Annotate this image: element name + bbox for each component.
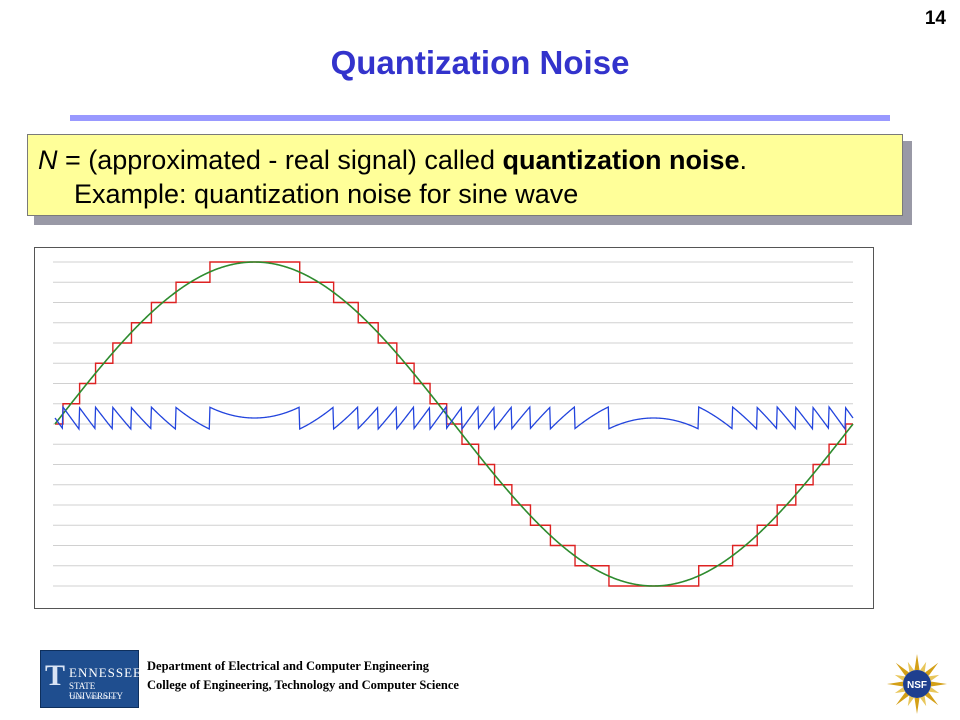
nsf-ray xyxy=(907,661,915,673)
nsf-ray xyxy=(887,681,904,687)
tsu-logo-letter: T xyxy=(45,659,66,692)
slide-title: Quantization Noise xyxy=(330,44,630,81)
plot-canvas xyxy=(53,261,854,587)
noise-signal-line xyxy=(54,405,854,431)
slide-number: 14 xyxy=(924,8,946,29)
nsf-logo-globe xyxy=(903,670,931,698)
sine-signal-line xyxy=(54,261,854,587)
callout-term: quantization noise xyxy=(502,145,740,175)
tsu-logo: T ENNESSEE STATE UNIVERSITY Think. Work.… xyxy=(40,650,142,708)
nsf-ray xyxy=(895,691,910,706)
noise-symbol: N xyxy=(38,145,58,175)
nsf-ray xyxy=(914,654,920,671)
nsf-ray xyxy=(914,697,920,714)
nsf-ray xyxy=(895,662,910,677)
nsf-ray xyxy=(928,674,940,682)
department-name: Department of Electrical and Computer En… xyxy=(147,659,430,673)
tsu-logo-name: ENNESSEE xyxy=(69,665,142,680)
college-name: College of Engineering, Technology and C… xyxy=(147,678,459,692)
callout-line-1: N = (approximated - real signal) called … xyxy=(38,143,902,177)
nsf-ray xyxy=(930,681,947,687)
nsf-logo-text: NSF xyxy=(907,680,927,691)
quantization-plot xyxy=(34,247,874,609)
nsf-ray xyxy=(928,686,940,694)
footer-text: Department of Electrical and Computer En… xyxy=(147,657,459,695)
nsf-ray xyxy=(907,695,915,707)
tsu-logo-sub: STATE UNIVERSITY xyxy=(69,681,123,701)
nsf-ray xyxy=(924,662,939,677)
nsf-ray xyxy=(894,686,906,694)
nsf-ray xyxy=(919,695,927,707)
nsf-ray xyxy=(919,661,927,673)
callout-period: . xyxy=(739,145,747,175)
nsf-ray xyxy=(924,691,939,706)
tsu-logo-motto: Think. Work. Serve. xyxy=(69,695,118,701)
nsf-logo: NSF xyxy=(887,654,947,714)
nsf-ray xyxy=(894,674,906,682)
nsf-logo-rays xyxy=(887,654,947,714)
definition-callout: N = (approximated - real signal) called … xyxy=(27,134,903,216)
callout-text: = (approximated - real signal) called xyxy=(57,145,503,175)
callout-line-2: Example: quantization noise for sine wav… xyxy=(74,179,579,209)
title-underline xyxy=(70,115,890,121)
